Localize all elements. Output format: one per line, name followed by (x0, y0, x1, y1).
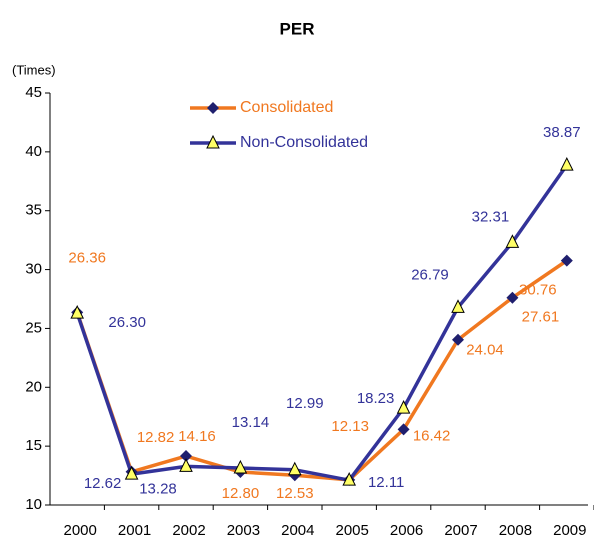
data-label: 38.87 (543, 124, 581, 141)
data-label: 26.30 (108, 314, 146, 331)
x-tick-label: 2002 (172, 522, 205, 539)
y-tick-label: 35 (25, 202, 42, 219)
data-label: 12.53 (276, 485, 314, 502)
x-tick-label: 2006 (390, 522, 423, 539)
y-tick-label: 40 (25, 143, 42, 160)
legend-marker (206, 134, 220, 149)
point-marker (233, 459, 248, 474)
data-label: 30.76 (519, 282, 557, 299)
data-label: 26.79 (411, 266, 449, 283)
data-label: 26.36 (68, 249, 106, 266)
point-marker (506, 291, 519, 304)
x-tick-label: 2009 (553, 522, 586, 539)
y-tick-label: 30 (25, 261, 42, 278)
point-marker (179, 458, 193, 472)
data-label: 12.82 (137, 429, 175, 446)
point-marker (505, 234, 520, 248)
y-tick-label: 15 (25, 437, 42, 454)
data-label: 12.11 (368, 474, 404, 491)
point-marker (452, 333, 464, 346)
x-tick-label: 2007 (444, 522, 477, 539)
point-marker (397, 423, 410, 436)
series-line (75, 164, 569, 482)
data-label: 18.23 (357, 390, 395, 407)
y-tick-label: 25 (25, 319, 42, 336)
point-marker (560, 254, 573, 267)
point-marker (559, 157, 574, 171)
data-label: 24.04 (466, 342, 504, 359)
series-line (75, 259, 568, 482)
point-marker (180, 450, 192, 463)
x-tick-label: 2003 (227, 522, 260, 539)
data-label: 14.16 (178, 428, 216, 445)
point-marker (70, 305, 85, 319)
x-tick-label: 2004 (281, 522, 314, 539)
point-marker (342, 472, 357, 486)
y-tick-label: 45 (25, 84, 42, 101)
x-tick-label: 2001 (118, 522, 151, 539)
data-label: 12.13 (331, 418, 369, 435)
data-label: 12.80 (222, 485, 260, 502)
legend-label: Consolidated (240, 99, 333, 116)
data-label: 32.31 (472, 208, 510, 225)
data-label: 13.14 (232, 414, 270, 431)
x-tick-label: 2005 (336, 522, 369, 539)
y-tick-label: 20 (25, 378, 42, 395)
legend-marker (207, 102, 219, 114)
point-marker (287, 461, 302, 476)
y-tick-label: 10 (25, 496, 42, 513)
chart-title: PER (280, 19, 315, 38)
data-label: 27.61 (522, 309, 560, 326)
legend-label: Non-Consolidated (240, 134, 368, 151)
x-tick-label: 2008 (499, 522, 532, 539)
point-marker (396, 400, 411, 414)
data-label: 12.62 (84, 475, 122, 492)
point-marker (124, 466, 139, 480)
data-label: 16.42 (413, 427, 451, 444)
point-marker (451, 299, 465, 313)
data-label: 12.99 (286, 395, 324, 412)
data-label: 13.28 (139, 480, 177, 497)
y-axis-label: (Times) (12, 62, 56, 77)
x-tick-label: 2000 (64, 522, 97, 539)
